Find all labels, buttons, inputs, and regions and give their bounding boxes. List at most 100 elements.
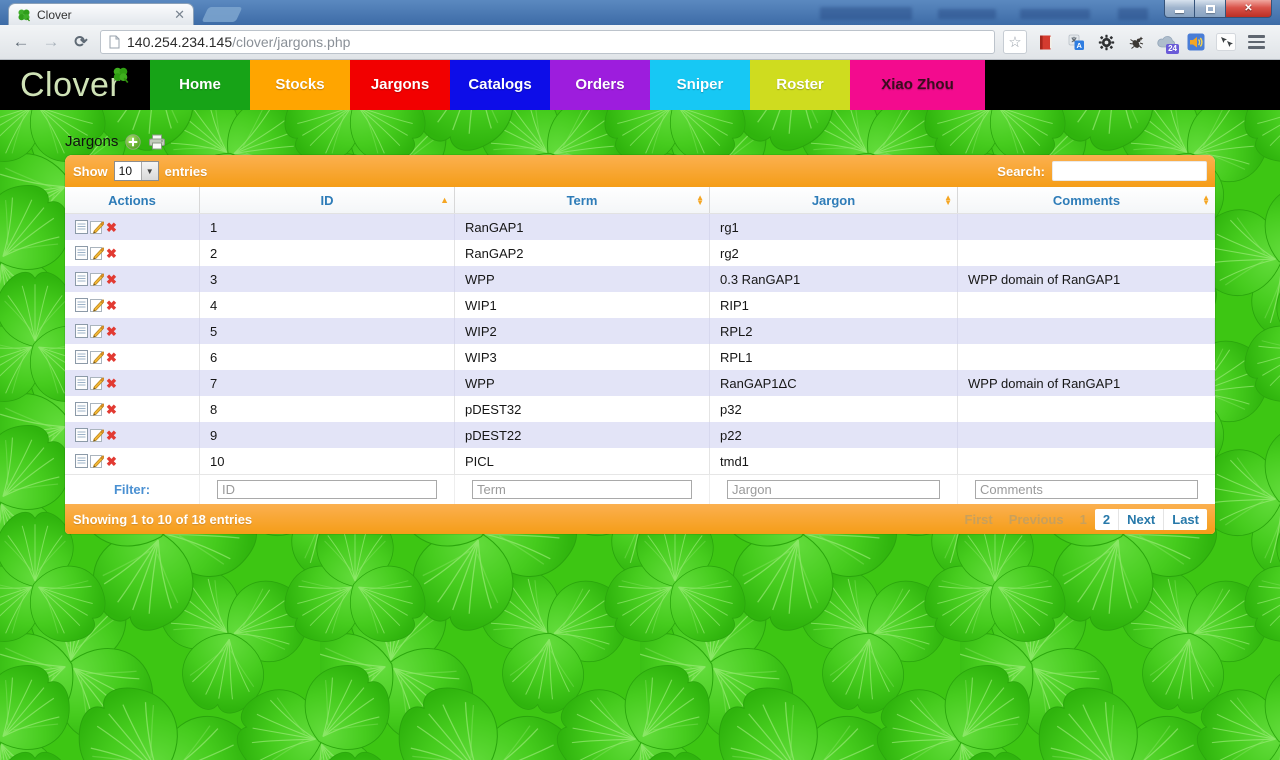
cell-jargon: p32 [710,396,958,422]
pointer-extension-icon[interactable] [1215,31,1237,53]
column-header-comments[interactable]: Comments ▲ ▼ [1052,192,1210,208]
delete-record-icon[interactable]: ✖ [106,297,117,313]
add-record-icon[interactable] [125,133,142,150]
cell-comments [958,240,1215,266]
app-logo[interactable]: Clover [0,60,150,110]
view-record-icon[interactable] [75,376,88,390]
speaker-extension-icon[interactable] [1185,31,1207,53]
nav-item-home[interactable]: Home [150,60,250,110]
cell-term: PICL [455,448,710,474]
titlebar-reflection [1020,9,1090,19]
page-size-select[interactable]: 10 ▼ [113,161,159,181]
cell-comments [958,318,1215,344]
cell-jargon: rg1 [710,214,958,240]
bug-extension-icon[interactable] [1125,31,1147,53]
menu-icon[interactable] [1245,31,1267,53]
titlebar-reflection [820,7,912,20]
view-record-icon[interactable] [75,246,88,260]
view-record-icon[interactable] [75,350,88,364]
view-record-icon[interactable] [75,298,88,312]
filter-comments-input[interactable] [975,480,1198,499]
view-record-icon[interactable] [75,454,88,468]
minimize-button[interactable] [1164,0,1195,18]
cell-term: WIP1 [455,292,710,318]
delete-record-icon[interactable]: ✖ [106,323,117,339]
nav-item-jargons[interactable]: Jargons [350,60,450,110]
new-tab-button[interactable] [201,7,243,22]
pagination-2[interactable]: 2 [1094,508,1119,530]
page-icon [109,35,120,49]
delete-record-icon[interactable]: ✖ [106,271,117,287]
clover-favicon-icon [17,8,31,22]
page-head: Jargons [65,128,1215,155]
pagination-last[interactable]: Last [1163,508,1207,530]
view-record-icon[interactable] [75,428,88,442]
delete-record-icon[interactable]: ✖ [106,375,117,391]
print-icon[interactable] [148,134,166,150]
table-row: ✖ 4 WIP1 RIP1 [65,292,1215,318]
view-record-icon[interactable] [75,220,88,234]
red-book-extension-icon[interactable] [1035,31,1057,53]
edit-record-icon[interactable] [90,220,104,234]
app-logo-text: Clover [20,65,122,104]
edit-record-icon[interactable] [90,376,104,390]
table-row: ✖ 10 PICL tmd1 [65,448,1215,474]
delete-record-icon[interactable]: ✖ [106,219,117,235]
table-header: Actions ID ▲ Term ▲ ▼ Jargon ▲ ▼ Comments ▲ ▼ [65,187,1215,214]
column-header-term[interactable]: Term ▲ ▼ [455,187,710,213]
reload-button[interactable]: ⟳ [74,34,88,51]
nav-item-stocks[interactable]: Stocks [250,60,350,110]
table-row: ✖ 5 WIP2 RPL2 [65,318,1215,344]
maximize-button[interactable] [1195,0,1226,18]
edit-record-icon[interactable] [90,298,104,312]
edit-record-icon[interactable] [90,324,104,338]
nav-item-roster[interactable]: Roster [750,60,850,110]
close-button[interactable]: ✕ [1226,0,1272,18]
edit-record-icon[interactable] [90,272,104,286]
delete-record-icon[interactable]: ✖ [106,245,117,261]
view-record-icon[interactable] [75,402,88,416]
view-record-icon[interactable] [75,324,88,338]
filter-id-input[interactable] [217,480,437,499]
delete-record-icon[interactable]: ✖ [106,401,117,417]
nav-item-orders[interactable]: Orders [550,60,650,110]
cell-id: 9 [200,422,455,448]
cell-comments [958,214,1215,240]
gear-extension-icon[interactable] [1095,31,1117,53]
nav-item-sniper[interactable]: Sniper [650,60,750,110]
pagination: First Previous 1 2 Next Last [957,508,1207,530]
edit-record-icon[interactable] [90,428,104,442]
view-record-icon[interactable] [75,272,88,286]
nav-item-xiao-zhou[interactable]: Xiao Zhou [850,60,985,110]
translate-extension-icon[interactable]: A [1065,31,1087,53]
cloud-extension-icon[interactable]: 24 [1155,31,1179,54]
clover-logo-icon [113,67,129,83]
edit-record-icon[interactable] [90,402,104,416]
back-button[interactable]: ← [12,32,30,51]
content-area: Jargons Show [65,128,1215,534]
column-header-id[interactable]: ID ▲ [200,187,455,213]
cell-term: WPP [455,266,710,292]
cell-comments [958,344,1215,370]
column-header-jargon[interactable]: Jargon ▲ ▼ [710,187,958,213]
forward-button[interactable]: → [42,32,60,51]
browser-tab[interactable]: Clover ✕ [8,3,194,25]
nav-item-catalogs[interactable]: Catalogs [450,60,550,110]
address-bar[interactable]: 140.254.234.145/clover/jargons.php [100,30,995,54]
delete-record-icon[interactable]: ✖ [106,427,117,443]
cell-term: pDEST32 [455,396,710,422]
cell-jargon: RanGAP1ΔC [710,370,958,396]
search-input[interactable] [1052,161,1207,181]
edit-record-icon[interactable] [90,350,104,364]
pagination-next[interactable]: Next [1118,508,1164,530]
edit-record-icon[interactable] [90,246,104,260]
tab-close-icon[interactable]: ✕ [174,7,185,22]
bookmark-star-icon[interactable]: ☆ [1003,30,1027,54]
titlebar-reflection [938,9,996,19]
delete-record-icon[interactable]: ✖ [106,349,117,365]
filter-jargon-input[interactable] [727,480,940,499]
delete-record-icon[interactable]: ✖ [106,453,117,469]
filter-term-input[interactable] [472,480,692,499]
cell-comments [958,422,1215,448]
edit-record-icon[interactable] [90,454,104,468]
